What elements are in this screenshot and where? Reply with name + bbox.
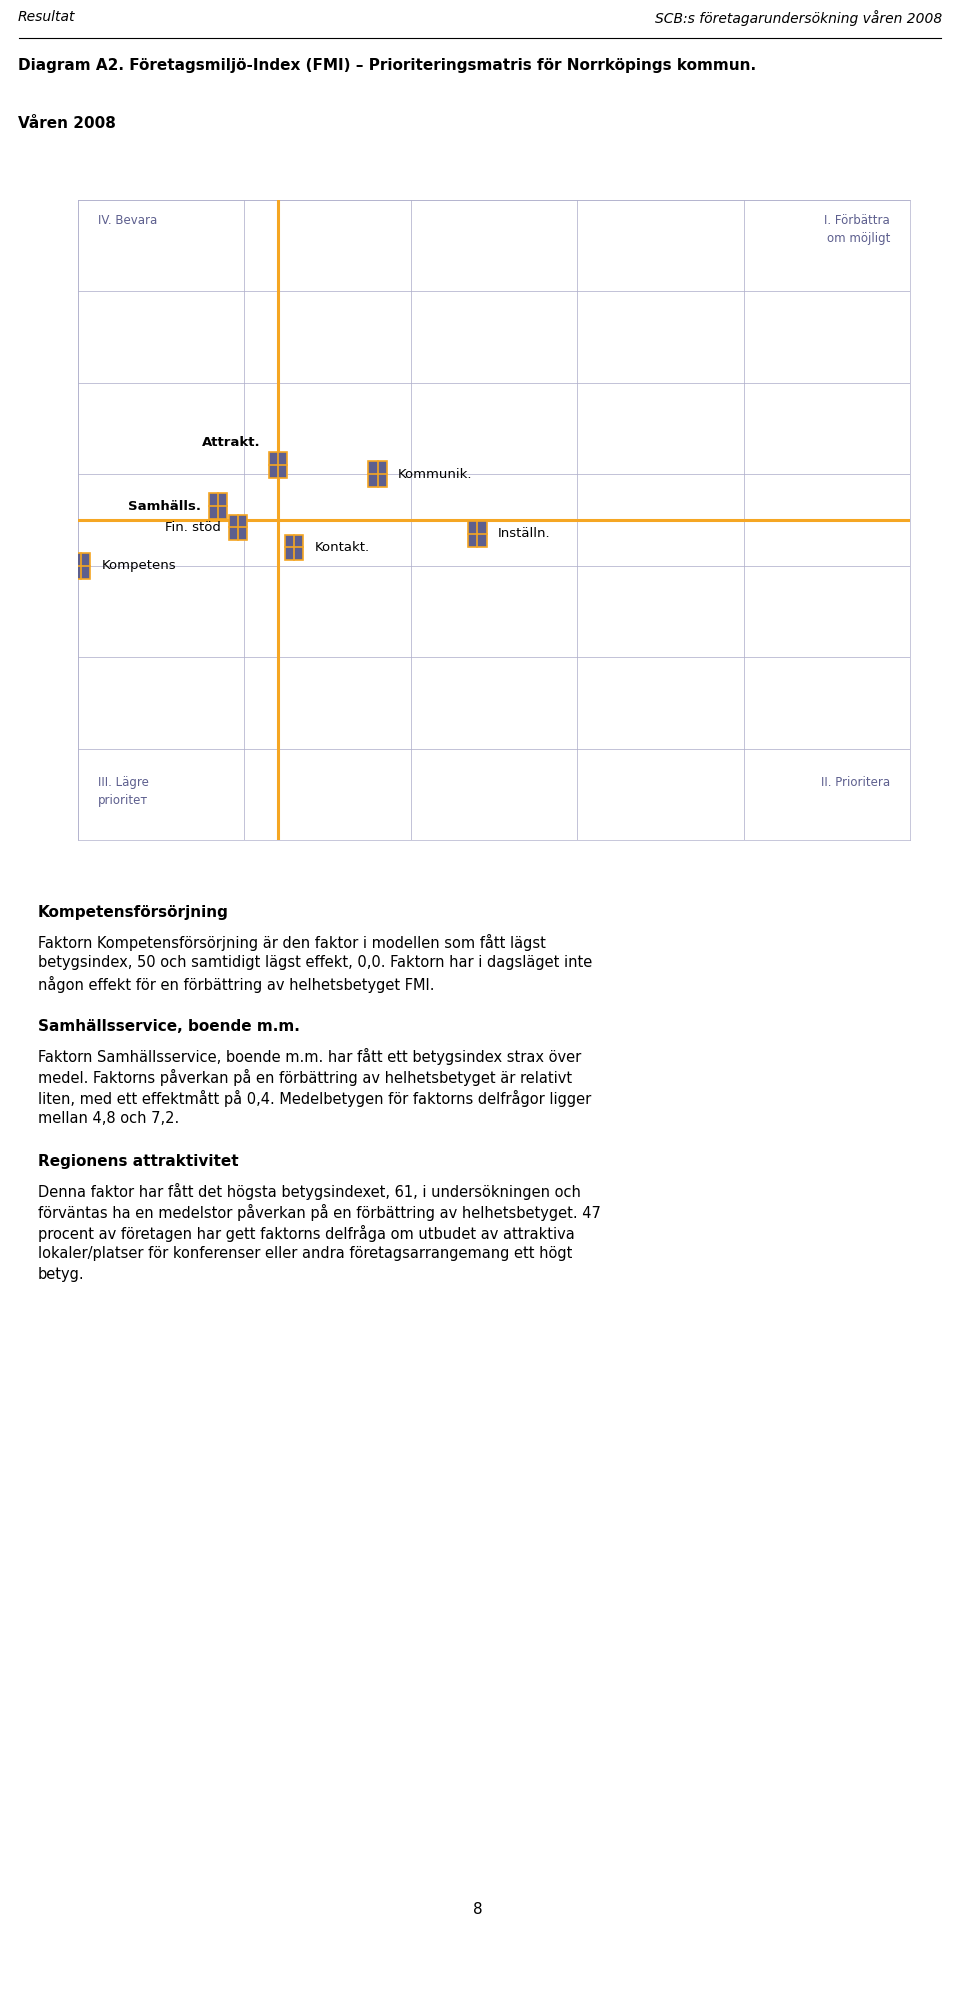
Text: Samhällsservice, boende m.m.: Samhällsservice, boende m.m. (38, 1019, 300, 1033)
Text: Norrköping: Norrköping (789, 167, 930, 187)
Text: SCB:s företagarundersökning våren 2008: SCB:s företagarundersökning våren 2008 (655, 10, 942, 26)
Text: Resultat: Resultat (18, 10, 76, 24)
Text: II. Prioritera: II. Prioritera (821, 775, 890, 789)
Text: förväntas ha en medelstor påverkan på en förbättring av helhetsbetyget. 47: förväntas ha en medelstor påverkan på en… (38, 1204, 601, 1220)
Text: 90: 90 (56, 193, 72, 207)
Bar (369, 461, 387, 487)
Text: 30: 30 (56, 741, 72, 755)
Text: någon effekt för en förbättring av helhetsbetyget FMI.: någon effekt för en förbättring av helhe… (38, 977, 435, 993)
Text: 50: 50 (56, 560, 72, 572)
Text: Inställn.: Inställn. (497, 528, 550, 540)
Text: 60: 60 (56, 467, 72, 481)
Text: Kontakt.: Kontakt. (314, 542, 370, 554)
Text: Faktorn Samhällsservice, boende m.m. har fått ett betygsindex strax över: Faktorn Samhällsservice, boende m.m. har… (38, 1047, 581, 1065)
Text: 0,5: 0,5 (234, 848, 254, 862)
Text: Faktorn Kompetensförsörjning är den faktor i modellen som fått lägst: Faktorn Kompetensförsörjning är den fakt… (38, 934, 546, 951)
Text: III. Lägre
prioritет: III. Lägre prioritет (98, 775, 149, 808)
Text: mellan 4,8 och 7,2.: mellan 4,8 och 7,2. (38, 1112, 180, 1126)
Text: lokaler/platser för konferenser eller andra företagsarrangemang ett högt: lokaler/platser för konferenser eller an… (38, 1247, 572, 1261)
Text: Attrakt.: Attrakt. (203, 435, 261, 449)
Text: 70: 70 (56, 377, 72, 389)
Text: betyg.: betyg. (38, 1267, 84, 1283)
Text: procent av företagen har gett faktorns delfråga om utbudet av attraktiva: procent av företagen har gett faktorns d… (38, 1225, 575, 1243)
Text: 8: 8 (473, 1901, 483, 1917)
Bar (72, 554, 90, 578)
Text: Våren 2008: Våren 2008 (18, 117, 116, 131)
Text: Regionens attraktivitet: Regionens attraktivitet (38, 1154, 239, 1168)
Text: Samhälls.: Samhälls. (128, 499, 202, 514)
Text: 20: 20 (56, 834, 72, 846)
Bar (285, 534, 303, 560)
Text: 0,0: 0,0 (68, 848, 88, 862)
Text: 80: 80 (56, 284, 72, 298)
Text: Kompetensförsörjning: Kompetensförsörjning (38, 904, 228, 920)
Bar (269, 453, 287, 477)
Text: 1,5: 1,5 (567, 848, 588, 862)
Text: Denna faktor har fått det högsta betygsindexet, 61, i undersökningen och: Denna faktor har fått det högsta betygsi… (38, 1182, 581, 1200)
Text: I. Förbättra
om möjligt: I. Förbättra om möjligt (825, 213, 890, 246)
Text: Effekt: Effekt (860, 862, 910, 876)
Bar (468, 522, 487, 546)
Text: IV. Bevara: IV. Bevara (98, 213, 157, 228)
Text: 2,0: 2,0 (733, 848, 754, 862)
Text: liten, med ett effektmått på 0,4. Medelbetygen för faktorns delfrågor ligger: liten, med ett effektmått på 0,4. Medelb… (38, 1090, 591, 1108)
Text: 1,0: 1,0 (401, 848, 420, 862)
Text: Kompetens: Kompetens (102, 560, 176, 572)
Bar (208, 493, 227, 520)
Bar (228, 514, 247, 540)
Text: Kommunik.: Kommunik. (397, 467, 472, 481)
Text: Fin. stöd: Fin. stöd (165, 522, 221, 534)
Text: 2,5: 2,5 (900, 848, 920, 862)
Text: 40: 40 (56, 651, 72, 665)
Text: Betygsindex: Betygsindex (32, 167, 134, 183)
Text: betygsindex, 50 och samtidigt lägst effekt, 0,0. Faktorn har i dagsläget inte: betygsindex, 50 och samtidigt lägst effe… (38, 955, 592, 971)
Text: Diagram A2. Företagsmiljö-Index (FMI) – Prioriteringsmatris för Norrköpings komm: Diagram A2. Företagsmiljö-Index (FMI) – … (18, 58, 756, 73)
Text: medel. Faktorns påverkan på en förbättring av helhetsbetyget är relativt: medel. Faktorns påverkan på en förbättri… (38, 1069, 572, 1086)
